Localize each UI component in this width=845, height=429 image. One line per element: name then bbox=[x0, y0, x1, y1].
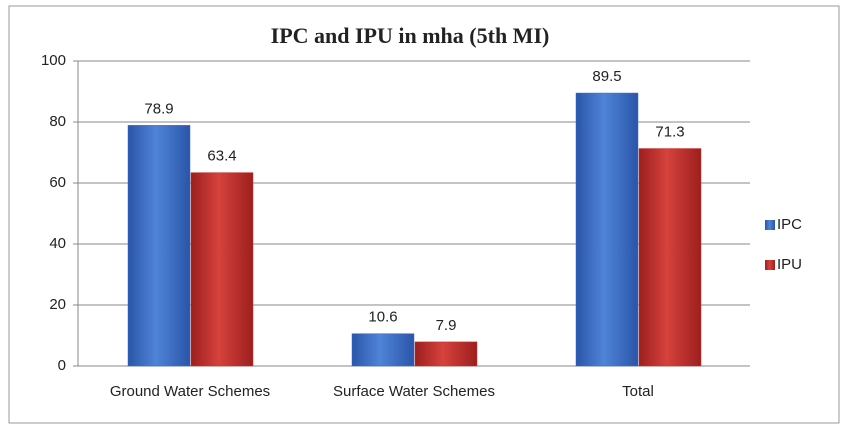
data-label: 78.9 bbox=[144, 100, 173, 117]
y-tick-label: 80 bbox=[49, 113, 66, 130]
chart-title: IPC and IPU in mha (5th MI) bbox=[271, 23, 550, 48]
x-tick-label: Total bbox=[622, 383, 654, 400]
legend-swatch bbox=[765, 260, 775, 270]
data-label: 71.3 bbox=[655, 124, 684, 141]
bar bbox=[127, 125, 191, 367]
legend-label: IPU bbox=[777, 256, 802, 273]
data-label: 10.6 bbox=[368, 309, 397, 326]
x-tick-label: Surface Water Schemes bbox=[333, 383, 495, 400]
x-tick-label: Ground Water Schemes bbox=[110, 383, 270, 400]
y-tick-label: 100 bbox=[41, 52, 66, 69]
y-tick-label: 40 bbox=[49, 235, 66, 252]
data-label: 63.4 bbox=[207, 148, 236, 165]
y-tick-label: 20 bbox=[49, 296, 66, 313]
y-tick-label: 60 bbox=[49, 174, 66, 191]
data-label: 7.9 bbox=[436, 317, 457, 334]
bar bbox=[575, 92, 639, 367]
data-label: 89.5 bbox=[592, 68, 621, 85]
legend-swatch bbox=[765, 220, 775, 230]
bar bbox=[638, 148, 702, 367]
legend-label: IPC bbox=[777, 216, 802, 233]
bar bbox=[414, 341, 478, 367]
y-tick-label: 0 bbox=[58, 357, 66, 374]
bar bbox=[351, 333, 415, 367]
bar bbox=[190, 172, 254, 367]
